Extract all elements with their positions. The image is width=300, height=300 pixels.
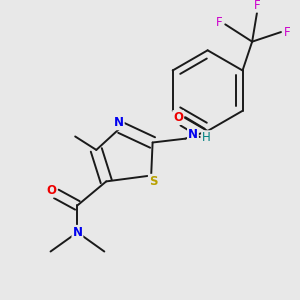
Text: F: F: [216, 16, 223, 29]
Text: F: F: [284, 26, 290, 39]
Text: F: F: [254, 0, 260, 12]
Text: S: S: [149, 175, 157, 188]
Text: N: N: [72, 226, 82, 239]
Text: N: N: [188, 128, 198, 141]
Text: O: O: [46, 184, 56, 196]
Text: N: N: [114, 116, 124, 129]
Text: H: H: [202, 131, 211, 144]
Text: O: O: [173, 111, 183, 124]
